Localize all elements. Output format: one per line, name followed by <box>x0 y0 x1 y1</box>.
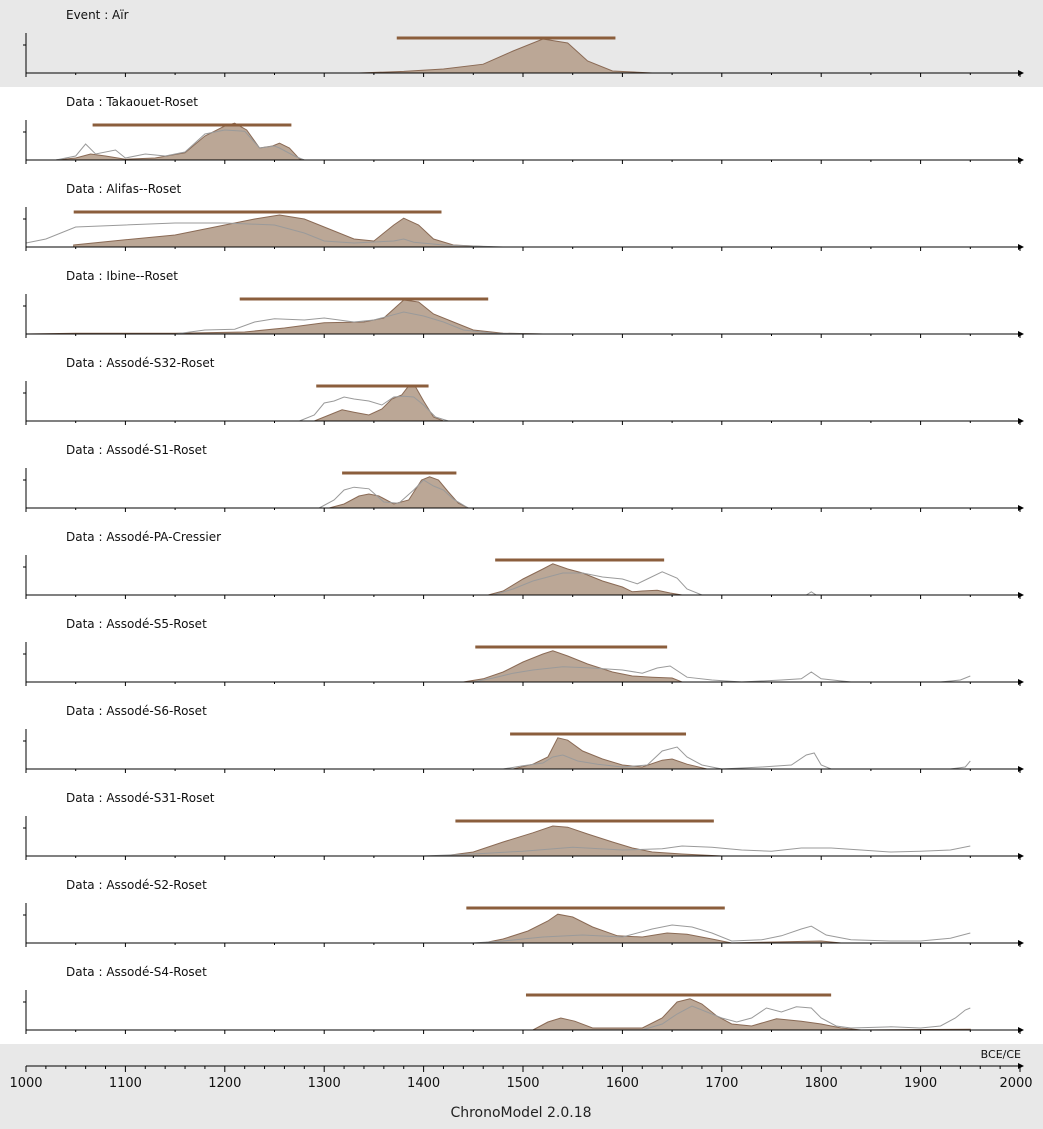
event-row-background <box>0 0 1043 87</box>
row-label: Data : Assodé-S5-Roset <box>66 617 207 631</box>
row-label: Data : Assodé-S31-Roset <box>66 791 215 805</box>
row-3: Data : Ibine--Roset <box>23 269 1024 338</box>
row-label: Data : Assodé-S2-Roset <box>66 878 207 892</box>
x-tick-label: 1900 <box>904 1076 937 1091</box>
row-9: Data : Assodé-S31-Roset <box>23 791 1024 860</box>
row-11: Data : Assodé-S4-Roset <box>23 965 1024 1034</box>
x-tick-label: 1600 <box>606 1076 639 1091</box>
row-label: Data : Assodé-S1-Roset <box>66 443 207 457</box>
x-tick-label: 1500 <box>506 1076 539 1091</box>
axis-arrow <box>1018 592 1024 598</box>
axis-background <box>0 1044 1043 1129</box>
density-area <box>532 998 971 1031</box>
time-axis: BCE/CE ChronoModel 2.0.18 1000 1100 1200 13… <box>0 1044 1043 1129</box>
x-tick-label: 1700 <box>705 1076 738 1091</box>
calibration-curve <box>318 479 469 509</box>
row-0: Event : Aïr <box>0 0 1043 87</box>
x-tick-label: 1200 <box>208 1076 241 1091</box>
row-label: Event : Aïr <box>66 8 129 22</box>
axis-arrow <box>1018 853 1024 859</box>
axis-arrow <box>1018 940 1024 946</box>
x-tick-label: 1100 <box>109 1076 142 1091</box>
row-label: Data : Assodé-PA-Cressier <box>66 530 221 544</box>
x-tick-label: 2000 <box>999 1076 1032 1091</box>
row-2: Data : Alifas--Roset <box>23 182 1024 251</box>
axis-arrow <box>1018 1027 1024 1033</box>
density-area <box>443 825 722 857</box>
calibration-curve <box>473 924 971 944</box>
row-label: Data : Alifas--Roset <box>66 182 181 196</box>
axis-arrow <box>1018 418 1024 424</box>
axis-unit-label: BCE/CE <box>981 1048 1021 1061</box>
density-area <box>463 650 683 683</box>
row-6: Data : Assodé-PA-Cressier <box>23 530 1024 599</box>
row-label: Data : Assodé-S32-Roset <box>66 356 215 370</box>
row-label: Data : Ibine--Roset <box>66 269 178 283</box>
row-label: Data : Assodé-S4-Roset <box>66 965 207 979</box>
calibration-curve <box>25 222 504 248</box>
row-8: Data : Assodé-S6-Roset <box>23 704 1024 773</box>
density-area <box>55 122 305 161</box>
axis-arrow <box>1018 679 1024 685</box>
calibration-curve <box>299 395 449 422</box>
x-tick-label: 1300 <box>308 1076 341 1091</box>
calibration-curve <box>642 1005 971 1031</box>
calibration-curve <box>473 665 971 683</box>
row-1: Data : Takaouet-Roset <box>23 95 1024 164</box>
density-area <box>512 737 708 770</box>
density-area <box>314 385 444 422</box>
row-10: Data : Assodé-S2-Roset <box>23 878 1024 947</box>
density-area <box>25 299 543 335</box>
calibration-curve <box>55 129 305 161</box>
x-tick-label: 1400 <box>407 1076 440 1091</box>
x-tick-label: 1800 <box>805 1076 838 1091</box>
axis-arrow <box>1018 766 1024 772</box>
axis-arrow <box>1018 157 1024 163</box>
axis-arrow <box>1018 244 1024 250</box>
calibration-curve <box>175 311 543 335</box>
axis-arrow <box>1018 505 1024 511</box>
calibration-curve <box>503 746 971 770</box>
row-7: Data : Assodé-S5-Roset <box>23 617 1024 686</box>
app-version-label: ChronoModel 2.0.18 <box>450 1105 591 1121</box>
rows-layer: Event : Aïr Data : Takaouet-Roset Data : A… <box>0 0 1043 1034</box>
row-label: Data : Assodé-S6-Roset <box>66 704 207 718</box>
x-tick-label: 1000 <box>9 1076 42 1091</box>
density-area <box>483 913 842 944</box>
calibration-curve <box>423 845 971 857</box>
density-area <box>73 214 494 248</box>
density-area <box>488 563 683 596</box>
row-label: Data : Takaouet-Roset <box>66 95 198 109</box>
row-5: Data : Assodé-S1-Roset <box>23 443 1024 512</box>
row-4: Data : Assodé-S32-Roset <box>23 356 1024 425</box>
axis-arrow <box>1018 331 1024 337</box>
